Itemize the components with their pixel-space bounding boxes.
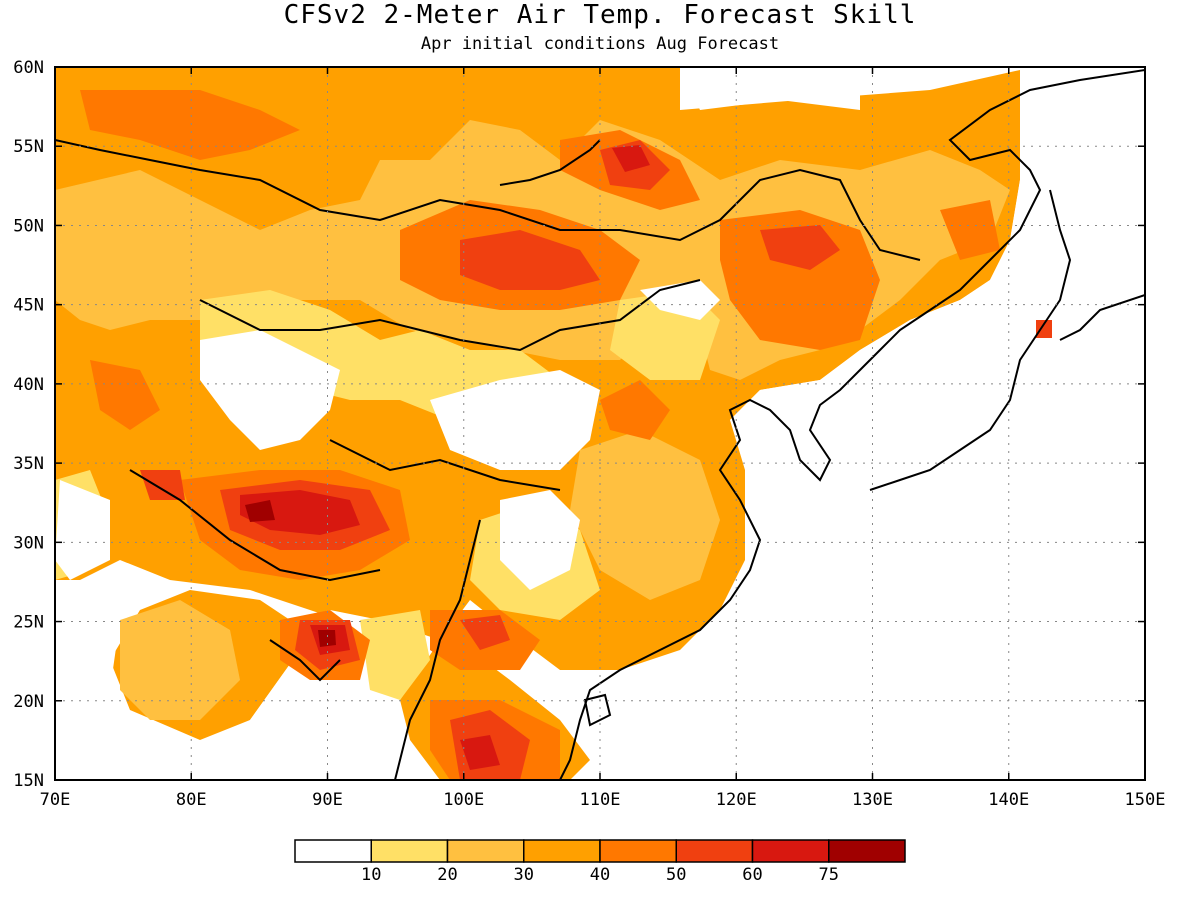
lon-tick-label: 120E xyxy=(716,790,757,810)
legend-label: 50 xyxy=(666,865,686,885)
gridlines xyxy=(55,67,1145,780)
legend-label: 40 xyxy=(590,865,610,885)
legend-label: 75 xyxy=(819,865,839,885)
coastlines xyxy=(55,69,1145,780)
legend-swatch xyxy=(294,839,372,863)
legend-swatch xyxy=(675,839,754,863)
legend-swatch xyxy=(599,839,677,863)
lon-tick-label: 70E xyxy=(40,790,71,810)
lat-tick-labels: 15N 20N 25N 30N 35N 40N 45N 50N 55N 60N xyxy=(13,58,44,791)
lon-tick-label: 110E xyxy=(580,790,621,810)
legend-swatch xyxy=(370,839,449,863)
legend-label: 60 xyxy=(742,865,762,885)
lon-tick-labels: 70E 80E 90E 100E 110E 120E 130E 140E 150E xyxy=(40,790,1166,810)
lat-tick-label: 55N xyxy=(13,137,44,157)
legend-swatch xyxy=(828,839,906,863)
skill-field xyxy=(55,67,1145,780)
legend-swatch xyxy=(523,839,601,863)
skill-area-l0 xyxy=(200,330,340,450)
lon-tick-label: 150E xyxy=(1125,790,1166,810)
lat-tick-label: 20N xyxy=(13,692,44,712)
lon-tick-label: 80E xyxy=(176,790,207,810)
lat-tick-label: 40N xyxy=(13,375,44,395)
legend-label: 30 xyxy=(514,865,534,885)
legend-label: 20 xyxy=(437,865,457,885)
map-subtitle: Apr initial conditions Aug Forecast xyxy=(420,34,780,54)
lon-tick-label: 130E xyxy=(852,790,893,810)
lat-tick-label: 60N xyxy=(13,58,44,78)
lon-tick-label: 90E xyxy=(312,790,343,810)
lat-tick-label: 25N xyxy=(13,613,44,633)
lon-tick-label: 100E xyxy=(443,790,484,810)
color-legend: 10 20 30 40 50 60 75 xyxy=(294,839,906,885)
legend-swatch xyxy=(751,839,830,863)
lat-tick-label: 30N xyxy=(13,533,44,553)
lat-tick-label: 45N xyxy=(13,296,44,316)
lat-tick-label: 35N xyxy=(13,454,44,474)
legend-label: 10 xyxy=(361,865,381,885)
lat-tick-label: 15N xyxy=(13,771,44,791)
axis-ticks xyxy=(54,66,1146,781)
map-title: CFSv2 2-Meter Air Temp. Forecast Skill xyxy=(283,0,917,30)
skill-area-l5 xyxy=(460,230,600,290)
lat-tick-label: 50N xyxy=(13,216,44,236)
lon-tick-label: 140E xyxy=(988,790,1029,810)
legend-swatch xyxy=(446,839,525,863)
